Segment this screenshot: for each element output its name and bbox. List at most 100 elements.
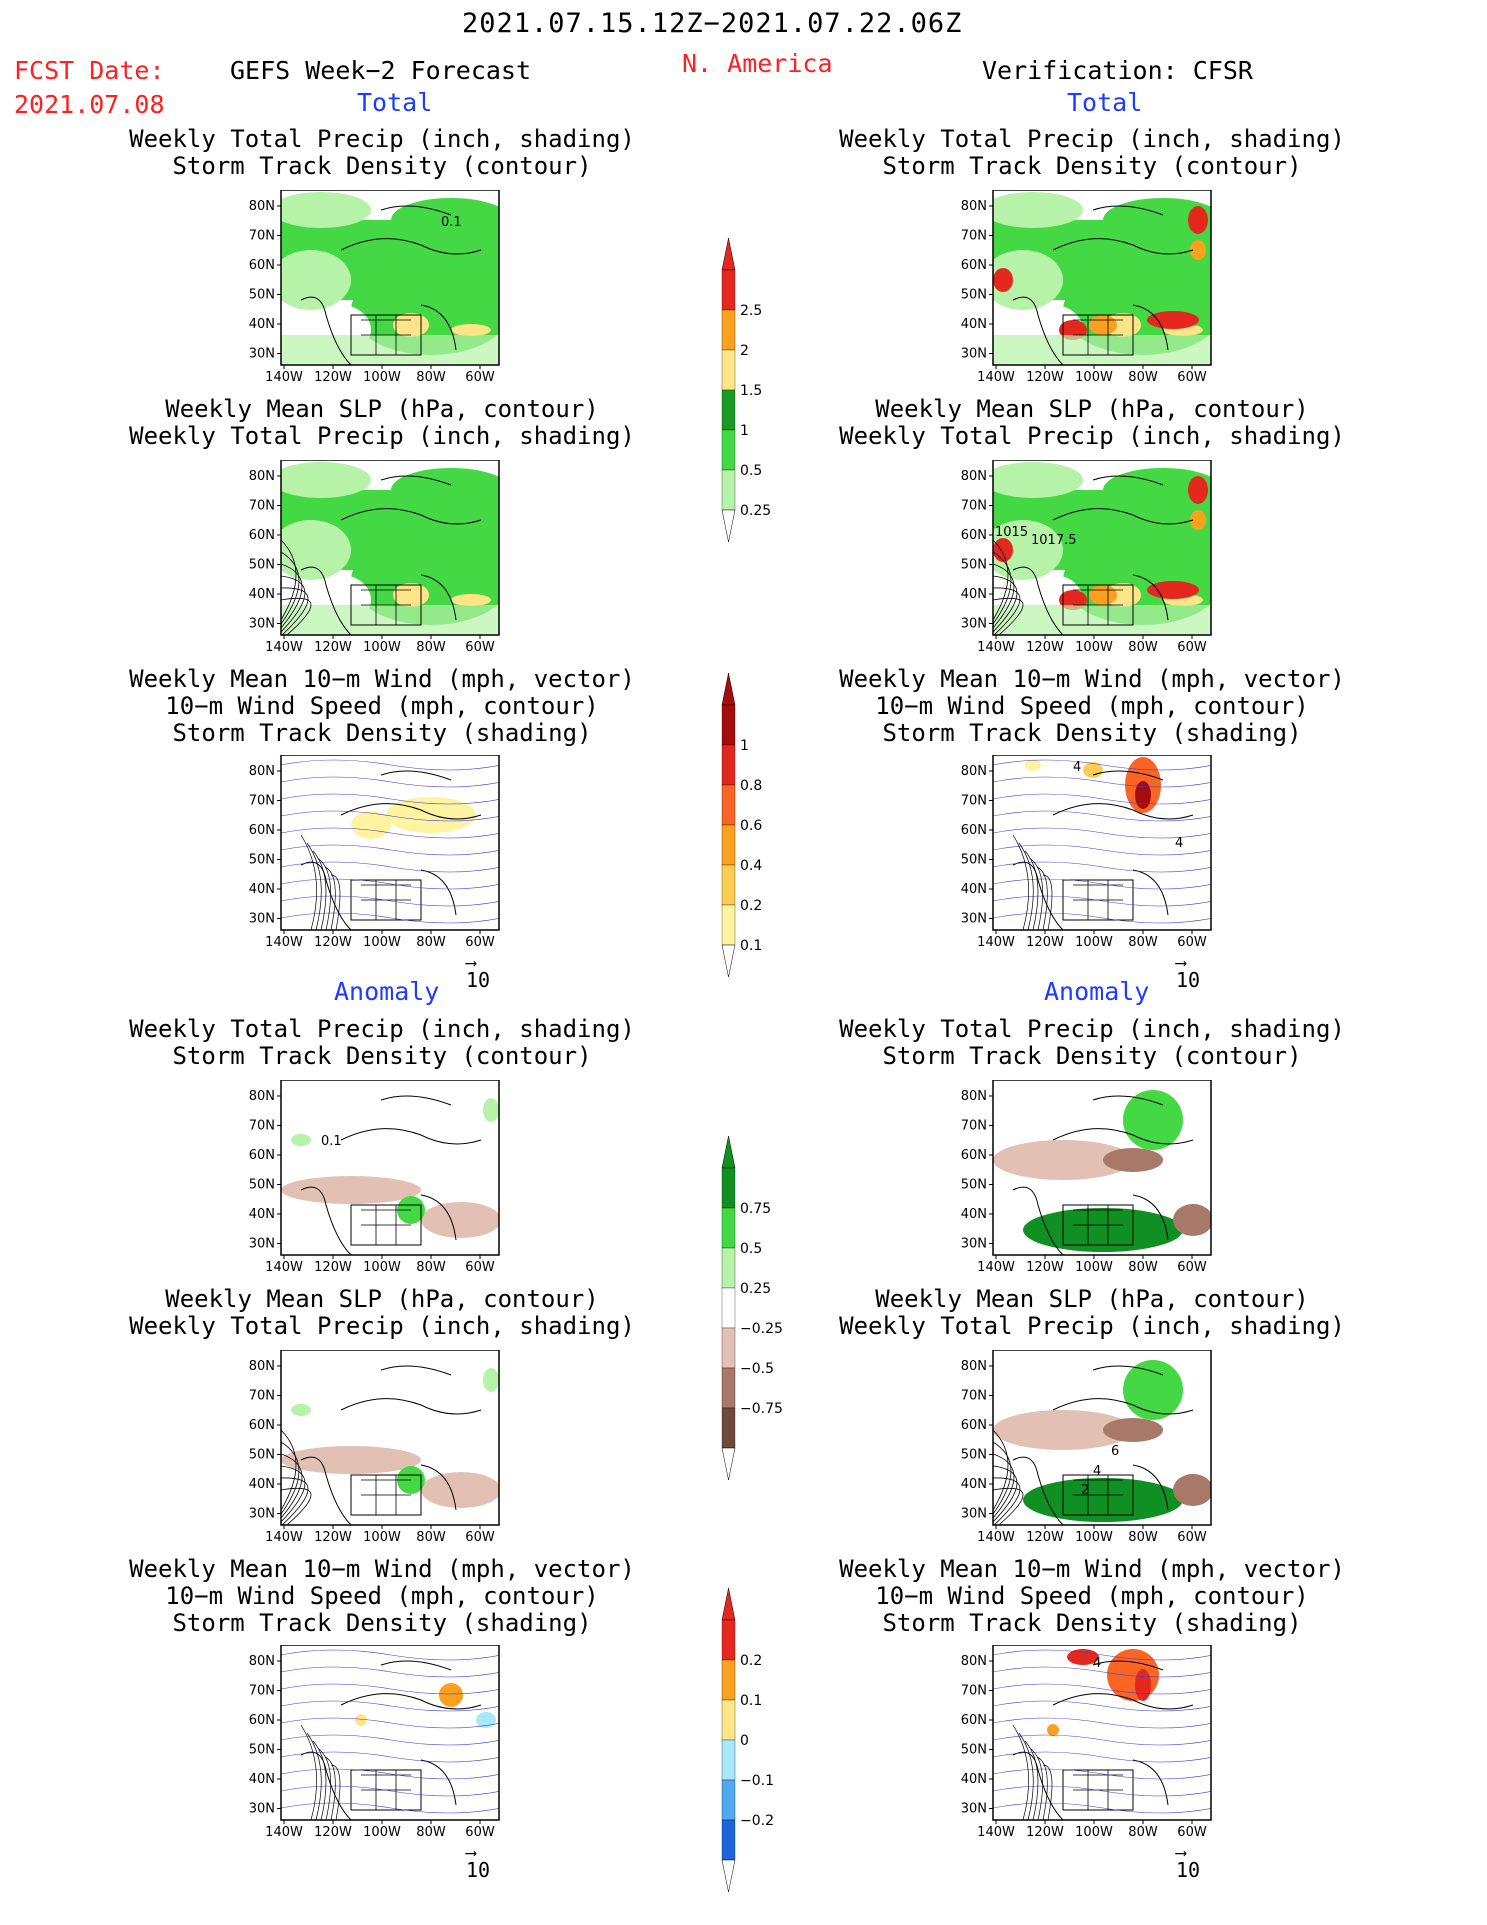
lat-label: 40N xyxy=(961,1772,987,1787)
lat-label: 70N xyxy=(961,499,987,514)
slp-contour xyxy=(993,587,1021,635)
wind-speed-contour xyxy=(324,866,336,930)
slp-contour xyxy=(281,1429,297,1511)
coastline xyxy=(1012,205,1194,365)
precip-shading xyxy=(993,538,1013,562)
lat-label: 60N xyxy=(961,528,987,543)
slp-contour xyxy=(281,575,306,633)
wind-vector-field xyxy=(993,844,1211,856)
lat-label: 40N xyxy=(249,1477,275,1492)
colorbar-segment xyxy=(721,784,736,826)
lat-label: 80N xyxy=(961,1654,987,1669)
colorbar-segment xyxy=(721,1819,736,1861)
wind-speed-contour xyxy=(1018,1732,1034,1820)
colorbar-storm-density-anomaly: 0.2 0.1 0 −0.1 −0.2 xyxy=(721,1587,774,1893)
map-frame xyxy=(280,1350,500,1526)
wind-vector-field xyxy=(993,776,1211,788)
lat-label: 80N xyxy=(961,764,987,779)
colorbar-label: −0.5 xyxy=(740,1361,774,1377)
lat-label: 50N xyxy=(961,558,987,573)
lat-label: 40N xyxy=(961,317,987,332)
wind-speed-contour xyxy=(330,874,341,930)
wind-vector-field xyxy=(993,1802,1211,1814)
coastline xyxy=(1012,1095,1194,1255)
lat-label: 80N xyxy=(961,1089,987,1104)
map-frame xyxy=(280,1080,500,1256)
precip-shading xyxy=(393,583,429,607)
precip-anomaly-shading xyxy=(1173,1474,1211,1506)
lon-label: 60W xyxy=(1177,1260,1207,1275)
lon-label: 100W xyxy=(363,935,401,950)
wind-speed-contour xyxy=(306,842,322,930)
lat-label: 50N xyxy=(961,1448,987,1463)
lat-label: 50N xyxy=(961,1178,987,1193)
lat-label: 30N xyxy=(961,347,987,362)
map-fc-anom-slp: 80N 70N 60N 50N 40N 30N 140W 120W 100W 80W 60W xyxy=(249,1350,500,1545)
section-total-left: Total xyxy=(357,88,433,117)
wind-vector-field xyxy=(993,1700,1211,1712)
section-anomaly-right: Anomaly xyxy=(1044,977,1150,1006)
wind-speed-contour xyxy=(1042,874,1053,930)
precip-shading xyxy=(1089,585,1117,605)
lat-label: 60N xyxy=(961,258,987,273)
lat-label: 70N xyxy=(249,229,275,244)
lat-label: 30N xyxy=(961,617,987,632)
lon-label: 140W xyxy=(265,1260,303,1275)
storm-anomaly-shading xyxy=(476,1712,496,1728)
lat-label: 50N xyxy=(961,288,987,303)
lat-label: 80N xyxy=(961,199,987,214)
precip-shading xyxy=(1188,206,1208,234)
coastline xyxy=(300,1660,482,1820)
colorbar-segment xyxy=(721,1287,736,1329)
colorbar-cap xyxy=(721,1587,736,1621)
colorbar-segment xyxy=(721,1659,736,1701)
storm-anomaly-shading xyxy=(1047,1724,1059,1736)
lat-label: 50N xyxy=(249,288,275,303)
wind-vector-field xyxy=(281,1683,499,1695)
slp-contour xyxy=(993,563,1015,629)
lon-label: 60W xyxy=(1177,935,1207,950)
lat-label: 50N xyxy=(249,1448,275,1463)
map-vf-anom-slp: 80N 70N 60N 50N 40N 30N 140W 120W 100W 80W 60W 642 xyxy=(961,1350,1212,1545)
lon-label: 80W xyxy=(1128,1825,1158,1840)
wind-vector-field xyxy=(281,827,499,839)
precip-anomaly-shading xyxy=(421,1472,499,1508)
lon-label: 80W xyxy=(1128,370,1158,385)
precip-shading xyxy=(1103,468,1211,512)
map-vf-anom-precip: 80N 70N 60N 50N 40N 30N 140W 120W 100W 80W 60W xyxy=(961,1080,1212,1275)
map-frame xyxy=(992,1350,1212,1526)
map-frame xyxy=(280,755,500,931)
slp-contour xyxy=(281,587,309,635)
lon-label: 120W xyxy=(1026,370,1064,385)
precip-anomaly-shading xyxy=(1103,1148,1163,1172)
precip-shading xyxy=(393,313,429,337)
lon-label: 80W xyxy=(416,1825,446,1840)
wind-vector-field xyxy=(281,1666,499,1678)
lat-label: 70N xyxy=(249,794,275,809)
wind-vector-field xyxy=(993,1666,1211,1678)
precip-shading xyxy=(1188,476,1208,504)
slp-contour xyxy=(281,1465,306,1523)
lat-label: 80N xyxy=(249,469,275,484)
lon-label: 140W xyxy=(977,935,1015,950)
lat-label: 80N xyxy=(249,764,275,779)
colorbar-cap xyxy=(721,1859,736,1893)
fcst-date-value: 2021.07.08 xyxy=(14,90,165,119)
precip-shading xyxy=(451,324,491,336)
colorbar-label: 1 xyxy=(740,738,749,754)
colorbar-segment xyxy=(721,904,736,946)
precip-shading xyxy=(1103,198,1211,242)
vector-ref-vf-anom: ⟶ 10 xyxy=(1176,1843,1201,1883)
wind-speed-contour xyxy=(1012,1724,1029,1820)
lat-label: 80N xyxy=(249,1654,275,1669)
wind-vector-field xyxy=(281,1802,499,1814)
map-frame xyxy=(280,460,500,636)
precip-shading xyxy=(281,335,499,365)
colorbar-label: 0.8 xyxy=(740,778,762,794)
right-model-title: Verification: CFSR xyxy=(982,56,1253,85)
title-fc-anom-slp: Weekly Mean SLP (hPa, contour) Weekly Tot… xyxy=(129,1285,635,1340)
map-frame xyxy=(992,755,1212,931)
colorbar-cap xyxy=(721,509,736,543)
coastline xyxy=(300,770,482,930)
title-fc-total-precip: Weekly Total Precip (inch, shading) Storm… xyxy=(129,125,635,180)
